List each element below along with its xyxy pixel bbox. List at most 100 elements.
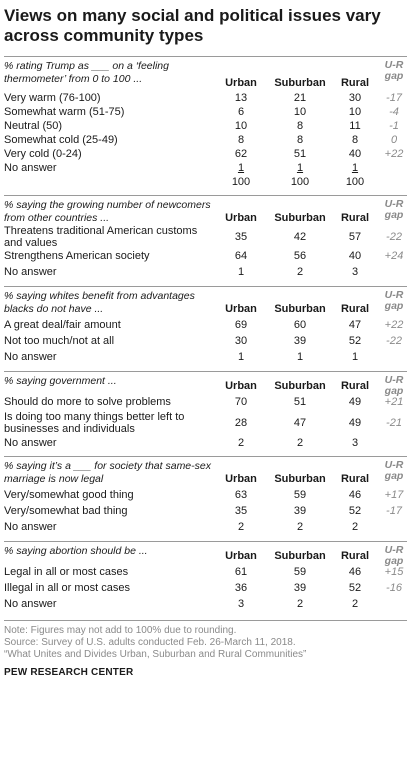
cell-gap: -16 (386, 581, 402, 594)
cell-suburban: 51 (293, 147, 307, 160)
section-header: % rating Trump as ___ on a ‘feeling ther… (4, 57, 407, 91)
cell-urban: 35 (234, 504, 248, 517)
cell-gap: +22 (384, 147, 404, 160)
column-header-suburban: Suburban (274, 380, 326, 392)
column-header-suburban: Suburban (274, 303, 326, 315)
cell-gap: -22 (386, 230, 402, 243)
cell-gap: +15 (384, 565, 404, 578)
cell-urban: 1 (237, 265, 245, 278)
cell-urban: 13 (234, 91, 248, 104)
table-row: Very/somewhat good thing 63 59 46 +17 (4, 487, 407, 503)
column-header-gap: U-R gap (384, 374, 404, 397)
column-header-urban: Urban (225, 550, 257, 562)
cell-rural: 57 (348, 230, 362, 243)
cell-rural: 52 (348, 504, 362, 517)
cell-suburban: 1 (296, 161, 304, 174)
cell-urban: 30 (234, 334, 248, 347)
table-row: Somewhat cold (25-49) 8 8 8 0 (4, 133, 407, 147)
table-row: Legal in all or most cases 61 59 46 +15 (4, 564, 407, 580)
table-sections: % rating Trump as ___ on a ‘feeling ther… (4, 56, 407, 618)
section-prompt: % saying government ... (4, 375, 117, 387)
row-label: No answer (4, 350, 57, 363)
cell-rural: 3 (351, 265, 359, 278)
cell-suburban: 2 (296, 265, 304, 278)
section-header: % saying it’s a ___ for society that sam… (4, 457, 407, 487)
cell-rural: 52 (348, 581, 362, 594)
table-row: Illegal in all or most cases 36 39 52 -16 (4, 580, 407, 596)
cell-urban: 1 (237, 350, 245, 363)
cell-suburban: 51 (293, 395, 307, 408)
column-header-urban: Urban (225, 212, 257, 224)
cell-suburban: 59 (293, 565, 307, 578)
cell-rural: 10 (348, 105, 362, 118)
cell-rural: 46 (348, 488, 362, 501)
row-label: A great deal/fair amount (4, 318, 121, 331)
cell-rural: 40 (348, 147, 362, 160)
column-header-suburban: Suburban (274, 212, 326, 224)
column-header-rural: Rural (340, 550, 370, 562)
column-header-suburban: Suburban (274, 550, 326, 562)
row-label: Somewhat cold (25-49) (4, 133, 118, 146)
row-label: Not too much/not at all (4, 334, 115, 347)
column-header-gap: U-R gap (384, 198, 404, 221)
cell-urban: 100 (231, 175, 251, 188)
brand-logo-text: PEW RESEARCH CENTER (4, 667, 134, 678)
column-header-rural: Rural (340, 380, 370, 392)
table-row: Very/somewhat bad thing 35 39 52 -17 (4, 503, 407, 519)
table-row: No answer 2 2 2 (4, 519, 407, 535)
cell-rural: 3 (351, 436, 359, 449)
footer-report: “What Unites and Divides Urban, Suburban… (4, 649, 307, 660)
table-row: Neutral (50) 10 8 11 -1 (4, 119, 407, 133)
row-label: Very/somewhat bad thing (4, 504, 128, 517)
section-prompt: % rating Trump as ___ on a ‘feeling ther… (4, 60, 169, 85)
cell-rural: 2 (351, 520, 359, 533)
cell-rural: 40 (348, 249, 362, 262)
cell-urban: 2 (237, 436, 245, 449)
footer-source: Source: Survey of U.S. adults conducted … (4, 637, 296, 648)
cell-rural: 52 (348, 334, 362, 347)
cell-rural: 8 (351, 133, 359, 146)
section-3: % saying whites benefit from advantages … (4, 286, 407, 371)
cell-rural: 100 (345, 175, 365, 188)
cell-suburban: 60 (293, 318, 307, 331)
cell-gap: -21 (386, 416, 402, 429)
section-header: % saying the growing number of newcomers… (4, 196, 407, 226)
row-label: Very cold (0-24) (4, 147, 82, 160)
table-row: A great deal/fair amount 69 60 47 +22 (4, 317, 407, 333)
cell-suburban: 39 (293, 581, 307, 594)
cell-rural: 46 (348, 565, 362, 578)
table-row: Not too much/not at all 30 39 52 -22 (4, 333, 407, 349)
column-header-suburban: Suburban (274, 473, 326, 485)
cell-urban: 64 (234, 249, 248, 262)
section-2: % saying the growing number of newcomers… (4, 195, 407, 286)
cell-suburban: 2 (296, 597, 304, 610)
cell-suburban: 2 (296, 436, 304, 449)
cell-urban: 36 (234, 581, 248, 594)
cell-gap: -1 (389, 119, 399, 132)
cell-rural: 1 (351, 161, 359, 174)
cell-urban: 35 (234, 230, 248, 243)
section-6: % saying abortion should be ... Urban Subu… (4, 541, 407, 618)
row-label: Very/somewhat good thing (4, 488, 134, 501)
cell-gap: +22 (384, 318, 404, 331)
cell-urban: 6 (237, 105, 245, 118)
cell-gap: +24 (384, 249, 404, 262)
column-header-gap: U-R gap (384, 59, 404, 82)
table-row: Very warm (76-100) 13 21 30 -17 (4, 91, 407, 105)
cell-urban: 2 (237, 520, 245, 533)
table-row: No answer 1 1 1 (4, 349, 407, 365)
cell-urban: 62 (234, 147, 248, 160)
row-label: Should do more to solve problems (4, 395, 171, 408)
table-row: Somewhat warm (51-75) 6 10 10 -4 (4, 105, 407, 119)
cell-urban: 10 (234, 119, 248, 132)
table-row: Should do more to solve problems 70 51 49 +2… (4, 394, 407, 410)
cell-rural: 2 (351, 597, 359, 610)
section-header: % saying government ... Urban Suburban Rura… (4, 372, 407, 397)
table-row: No answer 1 1 1 (4, 161, 407, 175)
cell-rural: 11 (349, 119, 361, 132)
row-label: No answer (4, 265, 57, 278)
section-prompt: % saying the growing number of newcomers… (4, 199, 211, 224)
section-prompt: % saying abortion should be ... (4, 545, 148, 557)
row-label: Illegal in all or most cases (4, 581, 130, 594)
cell-suburban: 10 (293, 105, 307, 118)
